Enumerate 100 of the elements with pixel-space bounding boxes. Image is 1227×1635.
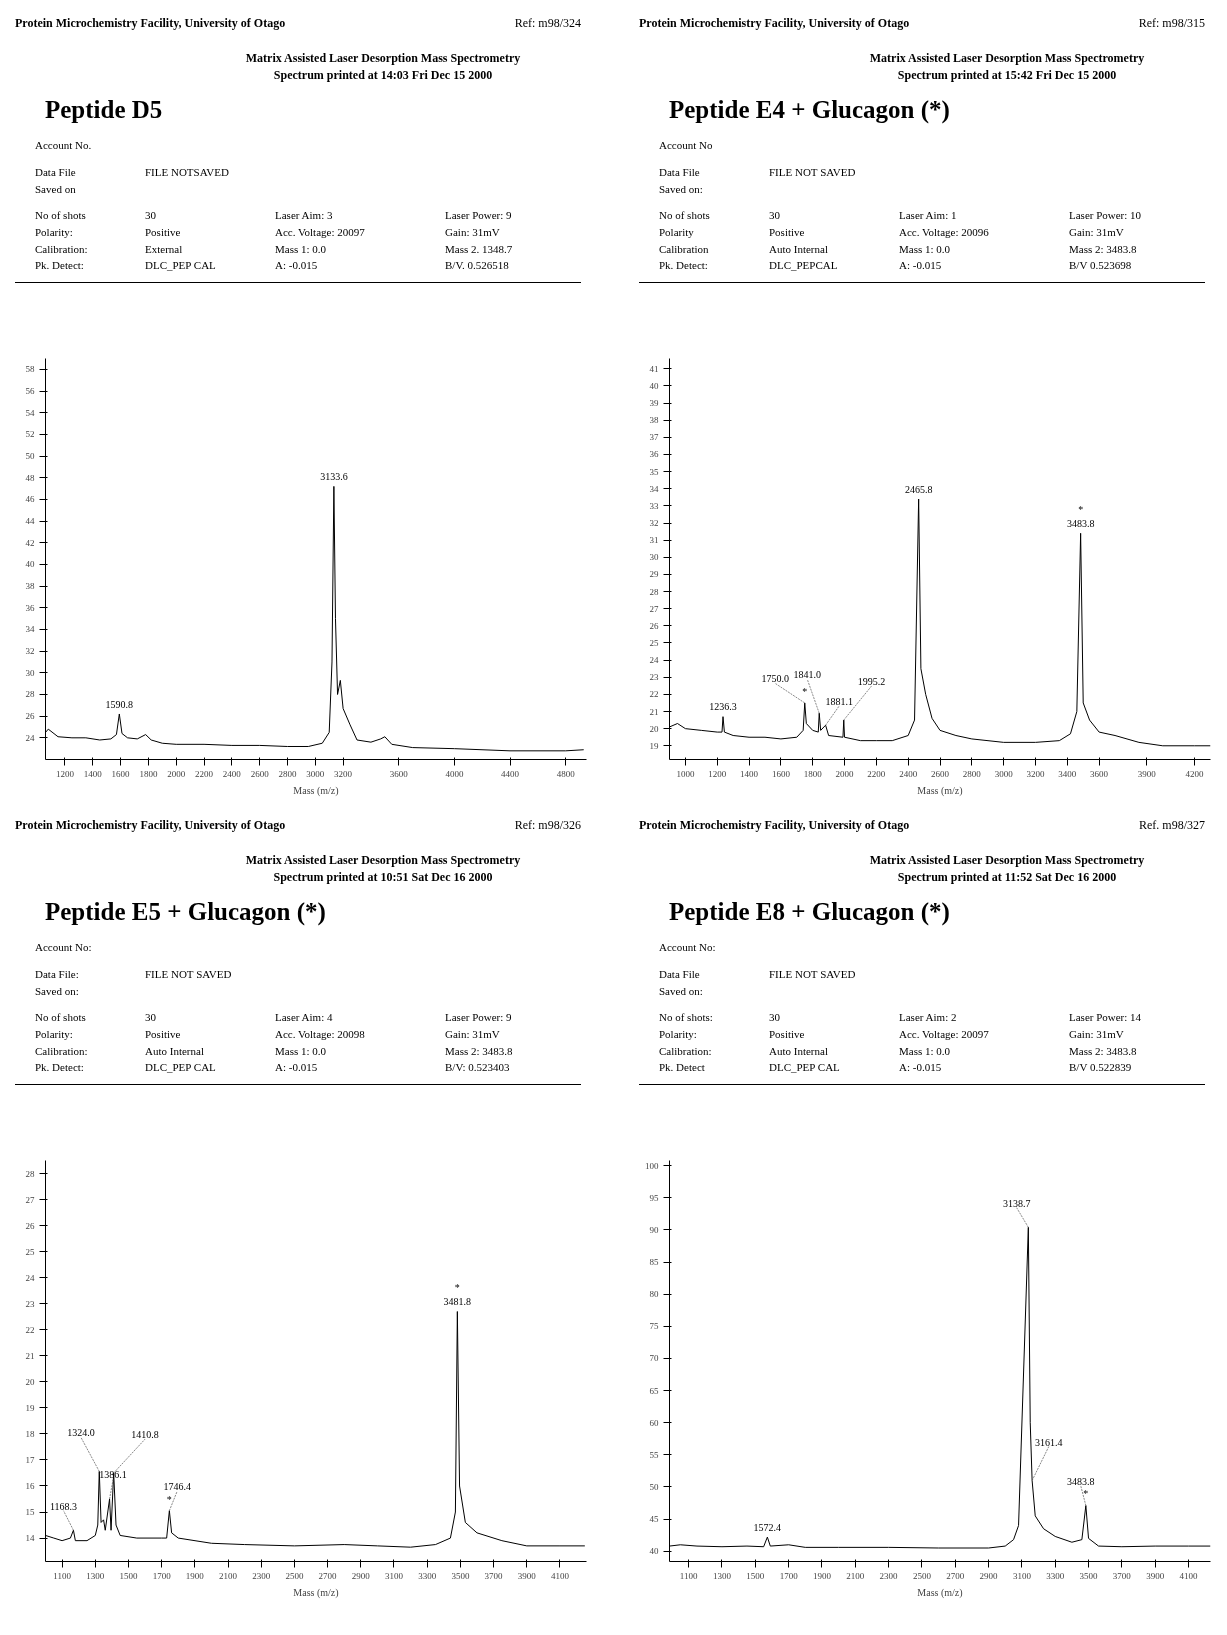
- text: Calibration: [659, 241, 710, 257]
- x-tick-label: 1400: [740, 768, 759, 779]
- text: Calibration:: [35, 241, 89, 257]
- annotation: 1410.8: [131, 1429, 159, 1441]
- y-tick-label: 22: [649, 689, 659, 700]
- y-tick-label: 60: [649, 1417, 659, 1428]
- annotation: 1572.4: [753, 1521, 782, 1533]
- y-tick-label: 20: [25, 1376, 35, 1387]
- y-tick-label: 30: [25, 667, 35, 678]
- text: Gain: 31mV: [445, 224, 501, 240]
- annotation: 1324.0: [67, 1427, 95, 1439]
- y-tick-label: 50: [649, 1481, 659, 1492]
- text: Polarity:: [35, 1026, 74, 1042]
- text: Saved on:: [659, 983, 704, 999]
- text: Data File: [35, 164, 77, 180]
- text: A: -0.015: [275, 258, 319, 274]
- y-tick-label: 32: [25, 646, 35, 657]
- text: Gain: 31mV: [1069, 1026, 1125, 1042]
- text: Laser Power: 9: [445, 208, 513, 224]
- x-tick-label: 2800: [278, 768, 297, 779]
- y-tick-label: 54: [25, 407, 35, 418]
- annotation: 1750.0: [761, 673, 789, 685]
- y-tick-label: 39: [649, 398, 659, 409]
- x-tick-label: 3900: [1137, 768, 1157, 779]
- text: No of shots:: [659, 1010, 714, 1026]
- x-tick-label: 1200: [708, 768, 727, 779]
- text: Saved on: [35, 181, 77, 197]
- text: Positive: [145, 224, 182, 240]
- text: No of shots: [35, 208, 87, 224]
- y-tick-label: 22: [25, 1324, 35, 1335]
- chart-subtitle: Matrix Assisted Laser Desorption Mass Spectrometry: [868, 50, 1146, 68]
- x-tick-label: 1400: [83, 768, 103, 779]
- x-tick-label: 3000: [994, 768, 1014, 779]
- y-tick-label: 90: [649, 1224, 659, 1235]
- x-tick-label: 1300: [86, 1570, 105, 1581]
- text: Ref: m98/326: [514, 817, 581, 834]
- text: Protein Microchemistry Facility, University of Otago: [15, 15, 286, 32]
- text: No of shots: [35, 1010, 87, 1026]
- y-tick-label: 27: [649, 603, 659, 614]
- annotation: 1881.1: [825, 695, 854, 707]
- text: Acc. Voltage: 20097: [275, 224, 366, 240]
- y-tick-label: 45: [649, 1514, 659, 1525]
- text: A: -0.015: [899, 258, 943, 274]
- text: B/V. 0.526518: [445, 258, 510, 274]
- x-tick-label: 2500: [285, 1570, 304, 1581]
- x-tick-label: 2300: [252, 1570, 271, 1581]
- y-tick-label: 56: [25, 386, 35, 397]
- text: Auto Internal: [145, 1043, 205, 1059]
- text: Pk. Detect: [659, 1060, 706, 1076]
- x-tick-label: 2600: [250, 768, 270, 779]
- y-tick-label: 55: [649, 1449, 659, 1460]
- text: A: -0.015: [275, 1060, 319, 1076]
- y-tick-label: 65: [649, 1385, 659, 1396]
- chart-title: Peptide E4 + Glucagon (*): [669, 95, 951, 126]
- y-tick-label: 38: [25, 581, 35, 592]
- x-tick-label: 3200: [1026, 768, 1045, 779]
- text: Auto Internal: [769, 1043, 829, 1059]
- y-tick-label: 21: [649, 706, 659, 717]
- annotation: 1841.0: [793, 669, 822, 681]
- text: External: [145, 241, 184, 257]
- text: Spectrum printed at 11:52 Sat Dec 16 2000: [896, 869, 1118, 887]
- text: Acc. Voltage: 20098: [275, 1026, 366, 1042]
- x-tick-label: 1900: [812, 1570, 832, 1581]
- text: B/V 0.523698: [1069, 258, 1133, 274]
- text: Pk. Detect:: [659, 258, 709, 274]
- y-tick-label: 18: [25, 1428, 35, 1439]
- x-tick-label: 3500: [1079, 1570, 1099, 1581]
- y-tick-label: 40: [25, 559, 35, 570]
- y-tick-label: 15: [25, 1507, 35, 1518]
- text: Gain: 31mV: [445, 1026, 501, 1042]
- y-tick-label: 14: [25, 1533, 35, 1544]
- x-tick-label: 2200: [195, 768, 214, 779]
- x-tick-label: 3000: [306, 768, 325, 779]
- x-tick-label: 3700: [484, 1570, 504, 1581]
- x-tick-label: 1800: [803, 768, 823, 779]
- text: Pk. Detect:: [35, 1060, 85, 1076]
- text: Laser Aim: 3: [275, 208, 334, 224]
- text: Data File: [659, 966, 701, 982]
- x-tick-label: 2000: [835, 768, 855, 779]
- y-tick-label: 46: [25, 494, 35, 505]
- y-tick-label: 19: [25, 1402, 35, 1413]
- x-tick-label: 1100: [679, 1570, 698, 1581]
- x-tick-label: 2700: [318, 1570, 338, 1581]
- x-tick-label: 2600: [931, 768, 950, 779]
- x-tick-label: 3200: [334, 768, 353, 779]
- text: Spectrum printed at 10:51 Sat Dec 16 2000: [272, 869, 494, 887]
- y-tick-label: 26: [25, 1220, 35, 1231]
- y-tick-label: 24: [649, 655, 659, 666]
- y-tick-label: 17: [25, 1454, 35, 1465]
- annotation: 3161.4: [1035, 1436, 1063, 1448]
- text: Data File: [659, 164, 701, 180]
- y-tick-label: 38: [649, 415, 659, 426]
- text: FILE NOT SAVED: [769, 966, 857, 982]
- text: DLC_PEPCAL: [769, 258, 839, 274]
- y-tick-label: 21: [25, 1350, 35, 1361]
- x-tick-label: 2000: [167, 768, 186, 779]
- text: Ref: m98/324: [514, 15, 581, 32]
- text: Calibration:: [35, 1043, 89, 1059]
- text: Polarity:: [35, 224, 74, 240]
- annotation: 1995.2: [857, 676, 886, 688]
